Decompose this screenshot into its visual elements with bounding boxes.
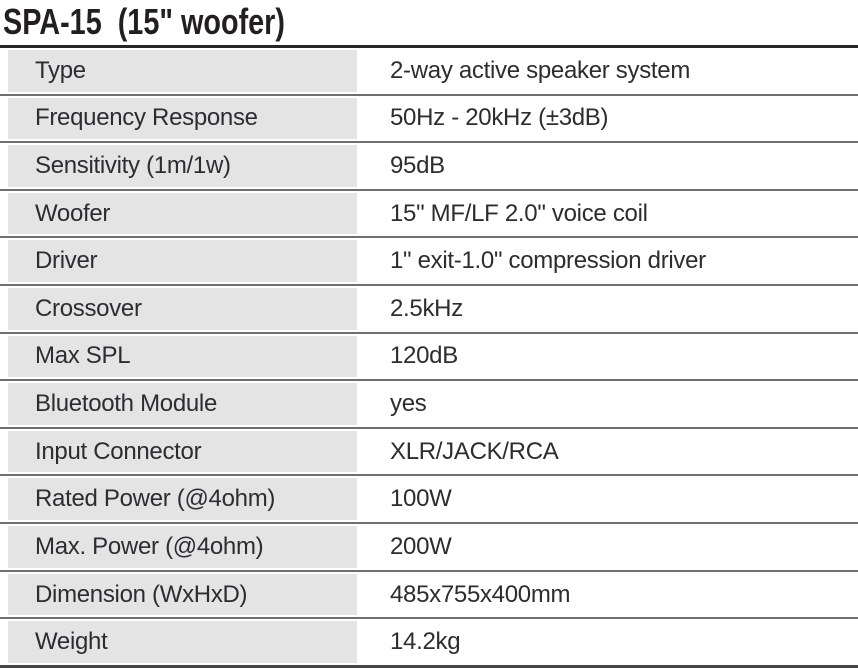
spec-value-text: 14.2kg: [390, 628, 461, 656]
spec-value-text: 95dB: [390, 152, 445, 180]
spec-label-cell: Rated Power (@4ohm): [8, 478, 357, 521]
spec-value-text: 50Hz - 20kHz (±3dB): [390, 104, 609, 132]
spec-value-cell: yes: [357, 381, 858, 427]
spec-value-text: 485x755x400mm: [390, 580, 571, 608]
spec-label-text: Max. Power (@4ohm): [35, 532, 264, 560]
spec-value-text: 100W: [390, 485, 452, 513]
spec-value-cell: 14.2kg: [357, 619, 858, 665]
spec-label-text: Frequency Response: [35, 104, 258, 132]
spec-value-cell: 2-way active speaker system: [357, 48, 858, 94]
table-row: Max. Power (@4ohm) 200W: [0, 522, 858, 570]
spec-value-cell: XLR/JACK/RCA: [357, 429, 858, 475]
table-row: Woofer 15" MF/LF 2.0" voice coil: [0, 188, 858, 237]
spec-table: Type 2-way active speaker system Frequen…: [0, 45, 858, 668]
table-row: Sensitivity (1m/1w) 95dB: [0, 141, 858, 189]
spec-label-cell: Max. Power (@4ohm): [8, 526, 357, 568]
table-row: Max SPL 120dB: [0, 331, 858, 380]
spec-label-text: Driver: [35, 247, 98, 275]
spec-value-text: yes: [390, 390, 427, 418]
spec-label-cell: Woofer: [8, 192, 357, 235]
spec-label-text: Bluetooth Module: [35, 390, 217, 418]
table-row: Bluetooth Module yes: [0, 379, 858, 427]
spec-value-cell: 1" exit-1.0" compression driver: [357, 238, 858, 284]
spec-label-cell: Input Connector: [8, 430, 357, 473]
table-row: Type 2-way active speaker system: [0, 48, 858, 94]
spec-label-text: Input Connector: [35, 437, 202, 465]
spec-value-cell: 95dB: [357, 143, 858, 189]
spec-value-text: 2.5kHz: [390, 294, 463, 322]
spec-value-cell: 50Hz - 20kHz (±3dB): [357, 96, 858, 142]
spec-value-cell: 2.5kHz: [357, 286, 858, 332]
spec-value-text: 120dB: [390, 342, 458, 370]
spec-label-text: Rated Power (@4ohm): [35, 485, 276, 513]
spec-value-text: XLR/JACK/RCA: [390, 437, 559, 465]
spec-label-text: Sensitivity (1m/1w): [35, 152, 231, 180]
spec-value-text: 15" MF/LF 2.0" voice coil: [390, 199, 648, 227]
spec-value-cell: 120dB: [357, 334, 858, 380]
spec-label-cell: Dimension (WxHxD): [8, 573, 357, 616]
spec-label-cell: Weight: [8, 621, 357, 663]
spec-value-cell: 15" MF/LF 2.0" voice coil: [357, 191, 858, 237]
spec-label-cell: Bluetooth Module: [8, 383, 357, 425]
spec-label-cell: Max SPL: [8, 335, 357, 378]
spec-value-cell: 100W: [357, 476, 858, 522]
spec-label-text: Woofer: [35, 199, 111, 227]
spec-label-cell: Type: [8, 50, 357, 92]
spec-label-cell: Frequency Response: [8, 97, 357, 140]
spec-label-text: Weight: [35, 628, 108, 656]
page-title: SPA-15 (15" woofer): [3, 1, 285, 42]
table-row: Crossover 2.5kHz: [0, 284, 858, 332]
spec-label-text: Max SPL: [35, 342, 131, 370]
spec-label-text: Type: [35, 56, 86, 84]
spec-value-text: 200W: [390, 532, 452, 560]
table-row: Dimension (WxHxD) 485x755x400mm: [0, 569, 858, 618]
table-row: Rated Power (@4ohm) 100W: [0, 474, 858, 522]
table-row: Weight 14.2kg: [0, 617, 858, 665]
table-row: Frequency Response 50Hz - 20kHz (±3dB): [0, 93, 858, 142]
spec-label-text: Crossover: [35, 294, 142, 322]
table-row: Input Connector XLR/JACK/RCA: [0, 426, 858, 475]
spec-label-cell: Crossover: [8, 288, 357, 330]
spec-value-cell: 200W: [357, 524, 858, 570]
spec-label-text: Dimension (WxHxD): [35, 580, 248, 608]
spec-label-cell: Sensitivity (1m/1w): [8, 145, 357, 187]
spec-value-text: 2-way active speaker system: [390, 56, 691, 84]
table-row: Driver 1" exit-1.0" compression driver: [0, 236, 858, 284]
spec-value-cell: 485x755x400mm: [357, 572, 858, 618]
spec-value-text: 1" exit-1.0" compression driver: [390, 247, 706, 275]
spec-label-cell: Driver: [8, 240, 357, 283]
